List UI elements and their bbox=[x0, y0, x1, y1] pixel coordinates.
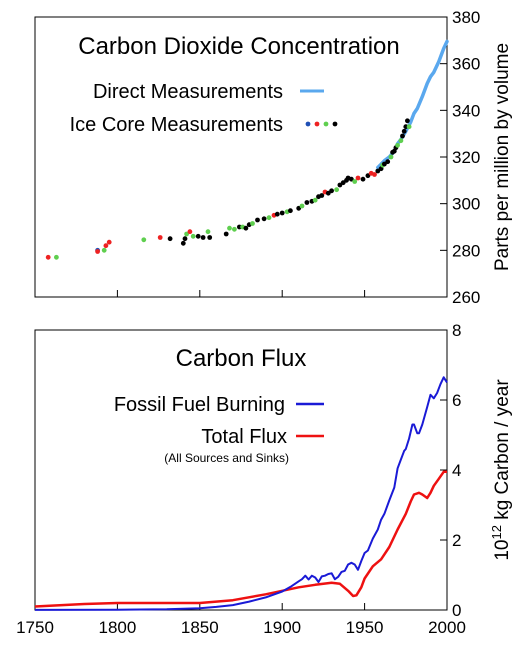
legend-sublabel-total: (All Sources and Sinks) bbox=[164, 451, 289, 465]
x-axis-co2 bbox=[34, 290, 448, 297]
ice-core-point bbox=[388, 154, 394, 160]
co2-y-tick-label: 360 bbox=[452, 55, 480, 74]
ice-core-point bbox=[103, 243, 109, 249]
ice-core-point bbox=[157, 235, 163, 240]
ice-core-point bbox=[406, 124, 412, 130]
legend-icecore-dot bbox=[305, 121, 311, 127]
ice-core-point bbox=[243, 225, 249, 231]
ice-core-point bbox=[200, 235, 206, 240]
co2-y-tick-label: 260 bbox=[452, 288, 480, 307]
x-tick-label: 1900 bbox=[263, 618, 301, 637]
y-axis-label-flux-base: 10 bbox=[492, 540, 513, 561]
ice-core-point bbox=[227, 225, 232, 231]
ice-core-point bbox=[398, 138, 404, 144]
ice-core-point bbox=[385, 159, 391, 165]
ice-core-point bbox=[340, 180, 346, 186]
ice-core-point bbox=[106, 239, 112, 245]
x-tick-label: 1850 bbox=[181, 618, 219, 637]
ice-core-point bbox=[95, 249, 100, 254]
ice-core-point bbox=[274, 211, 280, 217]
ice-core-point bbox=[401, 128, 407, 134]
ice-core-point bbox=[54, 254, 59, 260]
ice-core-point bbox=[279, 210, 285, 216]
ice-core-point bbox=[205, 229, 211, 235]
legend-icecore-dot bbox=[323, 121, 329, 127]
legend-label-total: Total Flux bbox=[201, 426, 287, 448]
ice-core-point bbox=[266, 215, 272, 221]
plot-frame-flux bbox=[34, 329, 448, 611]
ice-core-point bbox=[372, 172, 377, 177]
ice-core-point bbox=[325, 190, 331, 196]
ice-core-point bbox=[45, 254, 51, 260]
legend-label-direct: Direct Measurements bbox=[93, 81, 283, 103]
panel-flux: Carbon Flux Fossil Fuel Burning Total Fl… bbox=[16, 321, 513, 637]
series-total-flux bbox=[34, 470, 447, 608]
ice-core-point bbox=[365, 173, 371, 179]
ice-core-point bbox=[395, 142, 400, 148]
x-axis-flux: 1750 1800 1850 1900 1950 2000 bbox=[16, 603, 466, 637]
co2-y-tick-label: 340 bbox=[452, 101, 480, 120]
chart-title-co2: Carbon Dioxide Concentration bbox=[78, 33, 400, 60]
series-ice-core-measurements bbox=[45, 118, 412, 260]
ice-core-point bbox=[403, 124, 409, 130]
ice-core-point bbox=[288, 208, 293, 214]
ice-core-point bbox=[180, 240, 186, 246]
ice-core-point bbox=[250, 221, 255, 226]
flux-y-tick-label: 6 bbox=[452, 391, 461, 410]
ice-core-point bbox=[101, 247, 107, 253]
ice-core-point bbox=[334, 187, 339, 193]
legend-icecore-dot bbox=[314, 121, 320, 127]
legend-icecore-dot bbox=[332, 121, 338, 127]
ice-core-point bbox=[304, 200, 310, 205]
y-axis-label-flux-exponent: 12 bbox=[489, 525, 504, 539]
ice-core-point bbox=[355, 175, 361, 181]
ice-core-point bbox=[167, 236, 173, 242]
series-direct-measurements bbox=[376, 39, 449, 170]
co2-y-tick-label: 320 bbox=[452, 148, 480, 167]
legend-label-icecore: Ice Core Measurements bbox=[70, 114, 283, 136]
co2-y-tick-label: 380 bbox=[452, 8, 480, 27]
ice-core-point bbox=[360, 176, 366, 182]
ice-core-point bbox=[182, 236, 188, 242]
y-axis-label-flux-rest: kg Carbon / year bbox=[492, 379, 513, 525]
y-axis-label-flux: 1012 kg Carbon / year bbox=[489, 379, 513, 561]
x-tick-label: 1750 bbox=[16, 618, 54, 637]
ice-core-point bbox=[195, 233, 201, 239]
ice-core-point bbox=[405, 118, 410, 124]
legend-swatch-icecore bbox=[305, 121, 338, 127]
flux-y-tick-label: 4 bbox=[452, 461, 461, 480]
ice-core-point bbox=[329, 188, 334, 194]
ice-core-point bbox=[255, 217, 260, 223]
y-axis-label-co2: Parts per million by volume bbox=[492, 43, 513, 271]
x-tick-label: 1950 bbox=[346, 618, 384, 637]
ice-core-point bbox=[400, 133, 405, 139]
ice-core-point bbox=[299, 203, 305, 209]
ice-core-point bbox=[261, 216, 267, 222]
flux-y-tick-label: 0 bbox=[452, 601, 461, 620]
flux-y-tick-label: 8 bbox=[452, 321, 461, 340]
ice-core-point bbox=[187, 229, 193, 235]
flux-y-tick-label: 2 bbox=[452, 531, 461, 550]
ice-core-point bbox=[141, 237, 147, 243]
co2-y-tick-label: 300 bbox=[452, 195, 480, 214]
x-tick-label: 2000 bbox=[428, 618, 466, 637]
ice-core-point bbox=[352, 179, 358, 184]
ice-core-point bbox=[312, 197, 318, 203]
y-axis-co2: 260 280 300 320 340 360 380 bbox=[440, 8, 480, 307]
ice-core-point bbox=[232, 226, 237, 232]
y-axis-flux: 0 2 4 6 8 bbox=[440, 321, 461, 620]
chart-title-flux: Carbon Flux bbox=[176, 345, 307, 372]
legend-label-fossil: Fossil Fuel Burning bbox=[114, 394, 285, 416]
ice-core-point bbox=[319, 193, 325, 198]
ice-core-point bbox=[223, 231, 229, 237]
co2-y-tick-label: 280 bbox=[452, 241, 480, 260]
ice-core-point bbox=[207, 235, 213, 240]
panel-co2: Carbon Dioxide Concentration Direct Meas… bbox=[34, 8, 513, 307]
series-fossil-fuel-burning bbox=[34, 376, 448, 611]
x-tick-label: 1800 bbox=[98, 618, 136, 637]
ice-core-point bbox=[190, 233, 196, 239]
